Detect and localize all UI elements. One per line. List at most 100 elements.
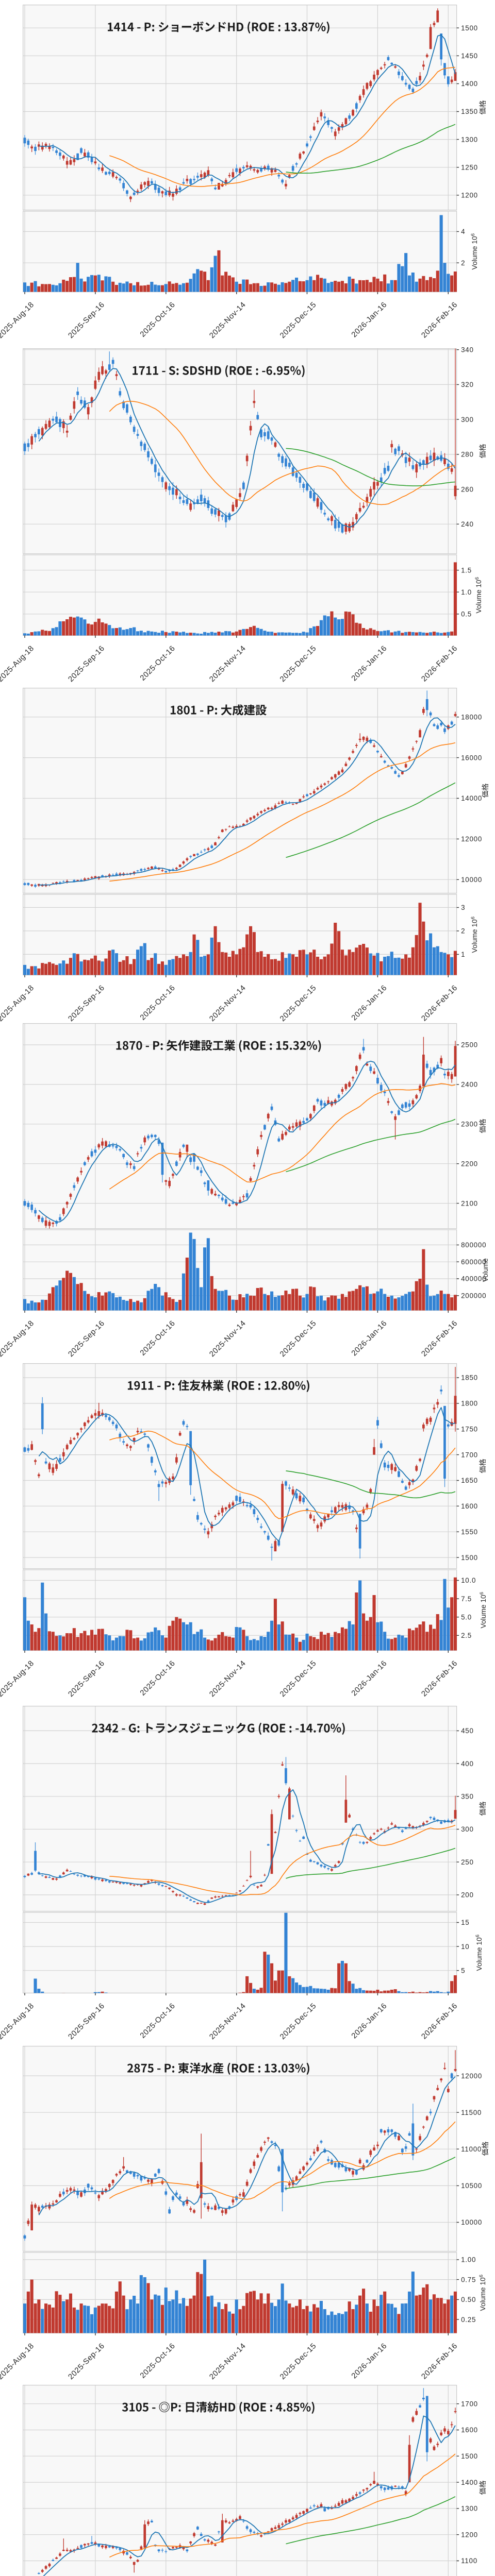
svg-text:2025-Aug-18: 2025-Aug-18 — [0, 1318, 36, 1358]
svg-text:2025-Oct-16: 2025-Oct-16 — [138, 1318, 177, 1357]
svg-text:240: 240 — [461, 520, 474, 528]
svg-text:Volume 106: Volume 106 — [475, 1935, 483, 1971]
svg-text:2026-Jan-16: 2026-Jan-16 — [350, 2341, 388, 2380]
svg-text:2025-Nov-14: 2025-Nov-14 — [208, 1658, 248, 1698]
svg-text:10000: 10000 — [461, 2218, 482, 2226]
svg-text:4: 4 — [461, 228, 465, 235]
svg-text:340: 340 — [461, 346, 474, 353]
svg-text:1700: 1700 — [461, 1451, 478, 1459]
svg-text:2025-Dec-15: 2025-Dec-15 — [278, 1658, 318, 1698]
svg-text:2025-Oct-16: 2025-Oct-16 — [138, 300, 177, 339]
svg-text:450: 450 — [461, 1727, 474, 1735]
svg-text:2025-Oct-16: 2025-Oct-16 — [138, 1658, 177, 1697]
svg-text:Volume: Volume — [482, 1258, 489, 1281]
svg-text:2100: 2100 — [461, 1199, 478, 1207]
svg-text:3: 3 — [461, 904, 465, 911]
svg-text:2026-Jan-16: 2026-Jan-16 — [350, 300, 388, 339]
svg-text:800000: 800000 — [461, 1241, 486, 1249]
svg-text:18000: 18000 — [461, 713, 482, 721]
svg-text:2025-Nov-14: 2025-Nov-14 — [208, 2002, 248, 2041]
svg-text:2025-Nov-14: 2025-Nov-14 — [208, 1318, 248, 1358]
svg-text:2026-Jan-16: 2026-Jan-16 — [350, 2002, 388, 2040]
svg-text:2026-Feb-16: 2026-Feb-16 — [420, 2341, 459, 2381]
svg-text:2025-Sep-16: 2025-Sep-16 — [67, 644, 106, 684]
svg-text:400: 400 — [461, 1760, 474, 1768]
svg-text:2025-Aug-18: 2025-Aug-18 — [0, 1658, 36, 1698]
svg-text:200000: 200000 — [461, 1292, 486, 1299]
svg-text:2025-Oct-16: 2025-Oct-16 — [138, 2002, 177, 2040]
svg-text:600000: 600000 — [461, 1258, 486, 1265]
svg-text:2025-Nov-14: 2025-Nov-14 — [208, 984, 248, 1023]
svg-text:2026-Jan-16: 2026-Jan-16 — [350, 1658, 388, 1697]
svg-text:1200: 1200 — [461, 2531, 478, 2538]
svg-text:2025-Nov-14: 2025-Nov-14 — [208, 2341, 248, 2381]
svg-text:1200: 1200 — [461, 192, 478, 199]
svg-text:2025-Aug-18: 2025-Aug-18 — [0, 984, 36, 1023]
svg-text:5: 5 — [461, 1967, 465, 1975]
svg-text:2025-Oct-16: 2025-Oct-16 — [138, 984, 177, 1022]
svg-text:2.5: 2.5 — [461, 1632, 472, 1639]
svg-text:Volume 106: Volume 106 — [479, 1591, 487, 1628]
svg-text:1550: 1550 — [461, 1528, 478, 1535]
svg-text:1250: 1250 — [461, 163, 478, 171]
svg-text:280: 280 — [461, 451, 474, 459]
svg-text:1500: 1500 — [461, 1553, 478, 1561]
svg-text:250: 250 — [461, 1858, 474, 1866]
svg-text:2500: 2500 — [461, 1041, 478, 1048]
svg-text:2025-Aug-18: 2025-Aug-18 — [0, 300, 36, 340]
svg-text:2025-Sep-16: 2025-Sep-16 — [67, 2002, 106, 2041]
svg-text:0.5: 0.5 — [461, 611, 472, 618]
svg-text:10: 10 — [461, 1943, 469, 1951]
svg-text:10500: 10500 — [461, 2182, 482, 2190]
svg-text:300: 300 — [461, 416, 474, 423]
svg-text:2025-Aug-18: 2025-Aug-18 — [0, 2341, 36, 2381]
svg-text:400000: 400000 — [461, 1275, 486, 1282]
svg-text:320: 320 — [461, 381, 474, 388]
svg-text:0.25: 0.25 — [461, 2315, 476, 2323]
svg-text:2025-Aug-18: 2025-Aug-18 — [0, 644, 36, 684]
svg-text:2025-Oct-16: 2025-Oct-16 — [138, 2341, 177, 2380]
svg-text:Volume 106: Volume 106 — [474, 577, 483, 614]
svg-text:2025-Dec-15: 2025-Dec-15 — [278, 2341, 318, 2381]
svg-text:2025-Dec-15: 2025-Dec-15 — [278, 984, 318, 1023]
svg-text:260: 260 — [461, 485, 474, 493]
svg-text:2026-Jan-16: 2026-Jan-16 — [350, 984, 388, 1022]
svg-text:1750: 1750 — [461, 1425, 478, 1433]
svg-text:2025-Sep-16: 2025-Sep-16 — [67, 2341, 106, 2381]
svg-text:2400: 2400 — [461, 1080, 478, 1088]
svg-text:Volume 106: Volume 106 — [470, 917, 478, 953]
svg-text:2: 2 — [461, 927, 465, 935]
svg-text:2025-Dec-15: 2025-Dec-15 — [278, 2002, 318, 2041]
svg-text:2025-Dec-15: 2025-Dec-15 — [278, 1318, 318, 1358]
svg-text:1600: 1600 — [461, 2426, 478, 2434]
svg-text:11000: 11000 — [461, 2145, 482, 2153]
svg-text:1300: 1300 — [461, 2504, 478, 2512]
svg-text:15: 15 — [461, 1919, 469, 1926]
svg-text:2025-Dec-15: 2025-Dec-15 — [278, 300, 318, 340]
svg-text:2026-Feb-16: 2026-Feb-16 — [420, 2002, 459, 2041]
svg-text:1850: 1850 — [461, 1374, 478, 1381]
svg-text:2200: 2200 — [461, 1160, 478, 1167]
svg-text:2026-Feb-16: 2026-Feb-16 — [420, 984, 459, 1023]
svg-text:0.75: 0.75 — [461, 2276, 476, 2283]
svg-text:10000: 10000 — [461, 876, 482, 884]
svg-text:1500: 1500 — [461, 2452, 478, 2460]
svg-text:1.0: 1.0 — [461, 588, 472, 596]
svg-text:1650: 1650 — [461, 1477, 478, 1484]
svg-text:200: 200 — [461, 1891, 474, 1899]
svg-text:Volume 106: Volume 106 — [470, 233, 478, 270]
svg-text:2026-Feb-16: 2026-Feb-16 — [420, 644, 459, 684]
svg-text:2026-Feb-16: 2026-Feb-16 — [420, 1658, 459, 1698]
svg-text:1: 1 — [461, 951, 465, 958]
svg-text:2025-Nov-14: 2025-Nov-14 — [208, 644, 248, 684]
svg-text:10.0: 10.0 — [461, 1577, 476, 1584]
svg-text:5.0: 5.0 — [461, 1613, 472, 1621]
svg-text:1450: 1450 — [461, 52, 478, 60]
svg-text:11500: 11500 — [461, 2108, 482, 2116]
svg-text:1800: 1800 — [461, 1399, 478, 1407]
svg-text:2025-Nov-14: 2025-Nov-14 — [208, 300, 248, 340]
svg-text:2025-Sep-16: 2025-Sep-16 — [67, 1318, 106, 1358]
svg-text:2026-Jan-16: 2026-Jan-16 — [350, 644, 388, 683]
svg-text:12000: 12000 — [461, 835, 482, 843]
svg-text:2: 2 — [461, 259, 465, 267]
